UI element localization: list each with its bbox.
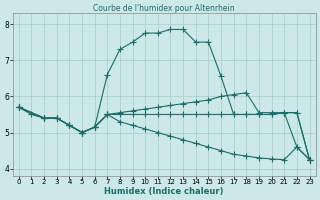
Title: Courbe de l'humidex pour Altenrhein: Courbe de l'humidex pour Altenrhein xyxy=(93,4,235,13)
X-axis label: Humidex (Indice chaleur): Humidex (Indice chaleur) xyxy=(104,187,224,196)
